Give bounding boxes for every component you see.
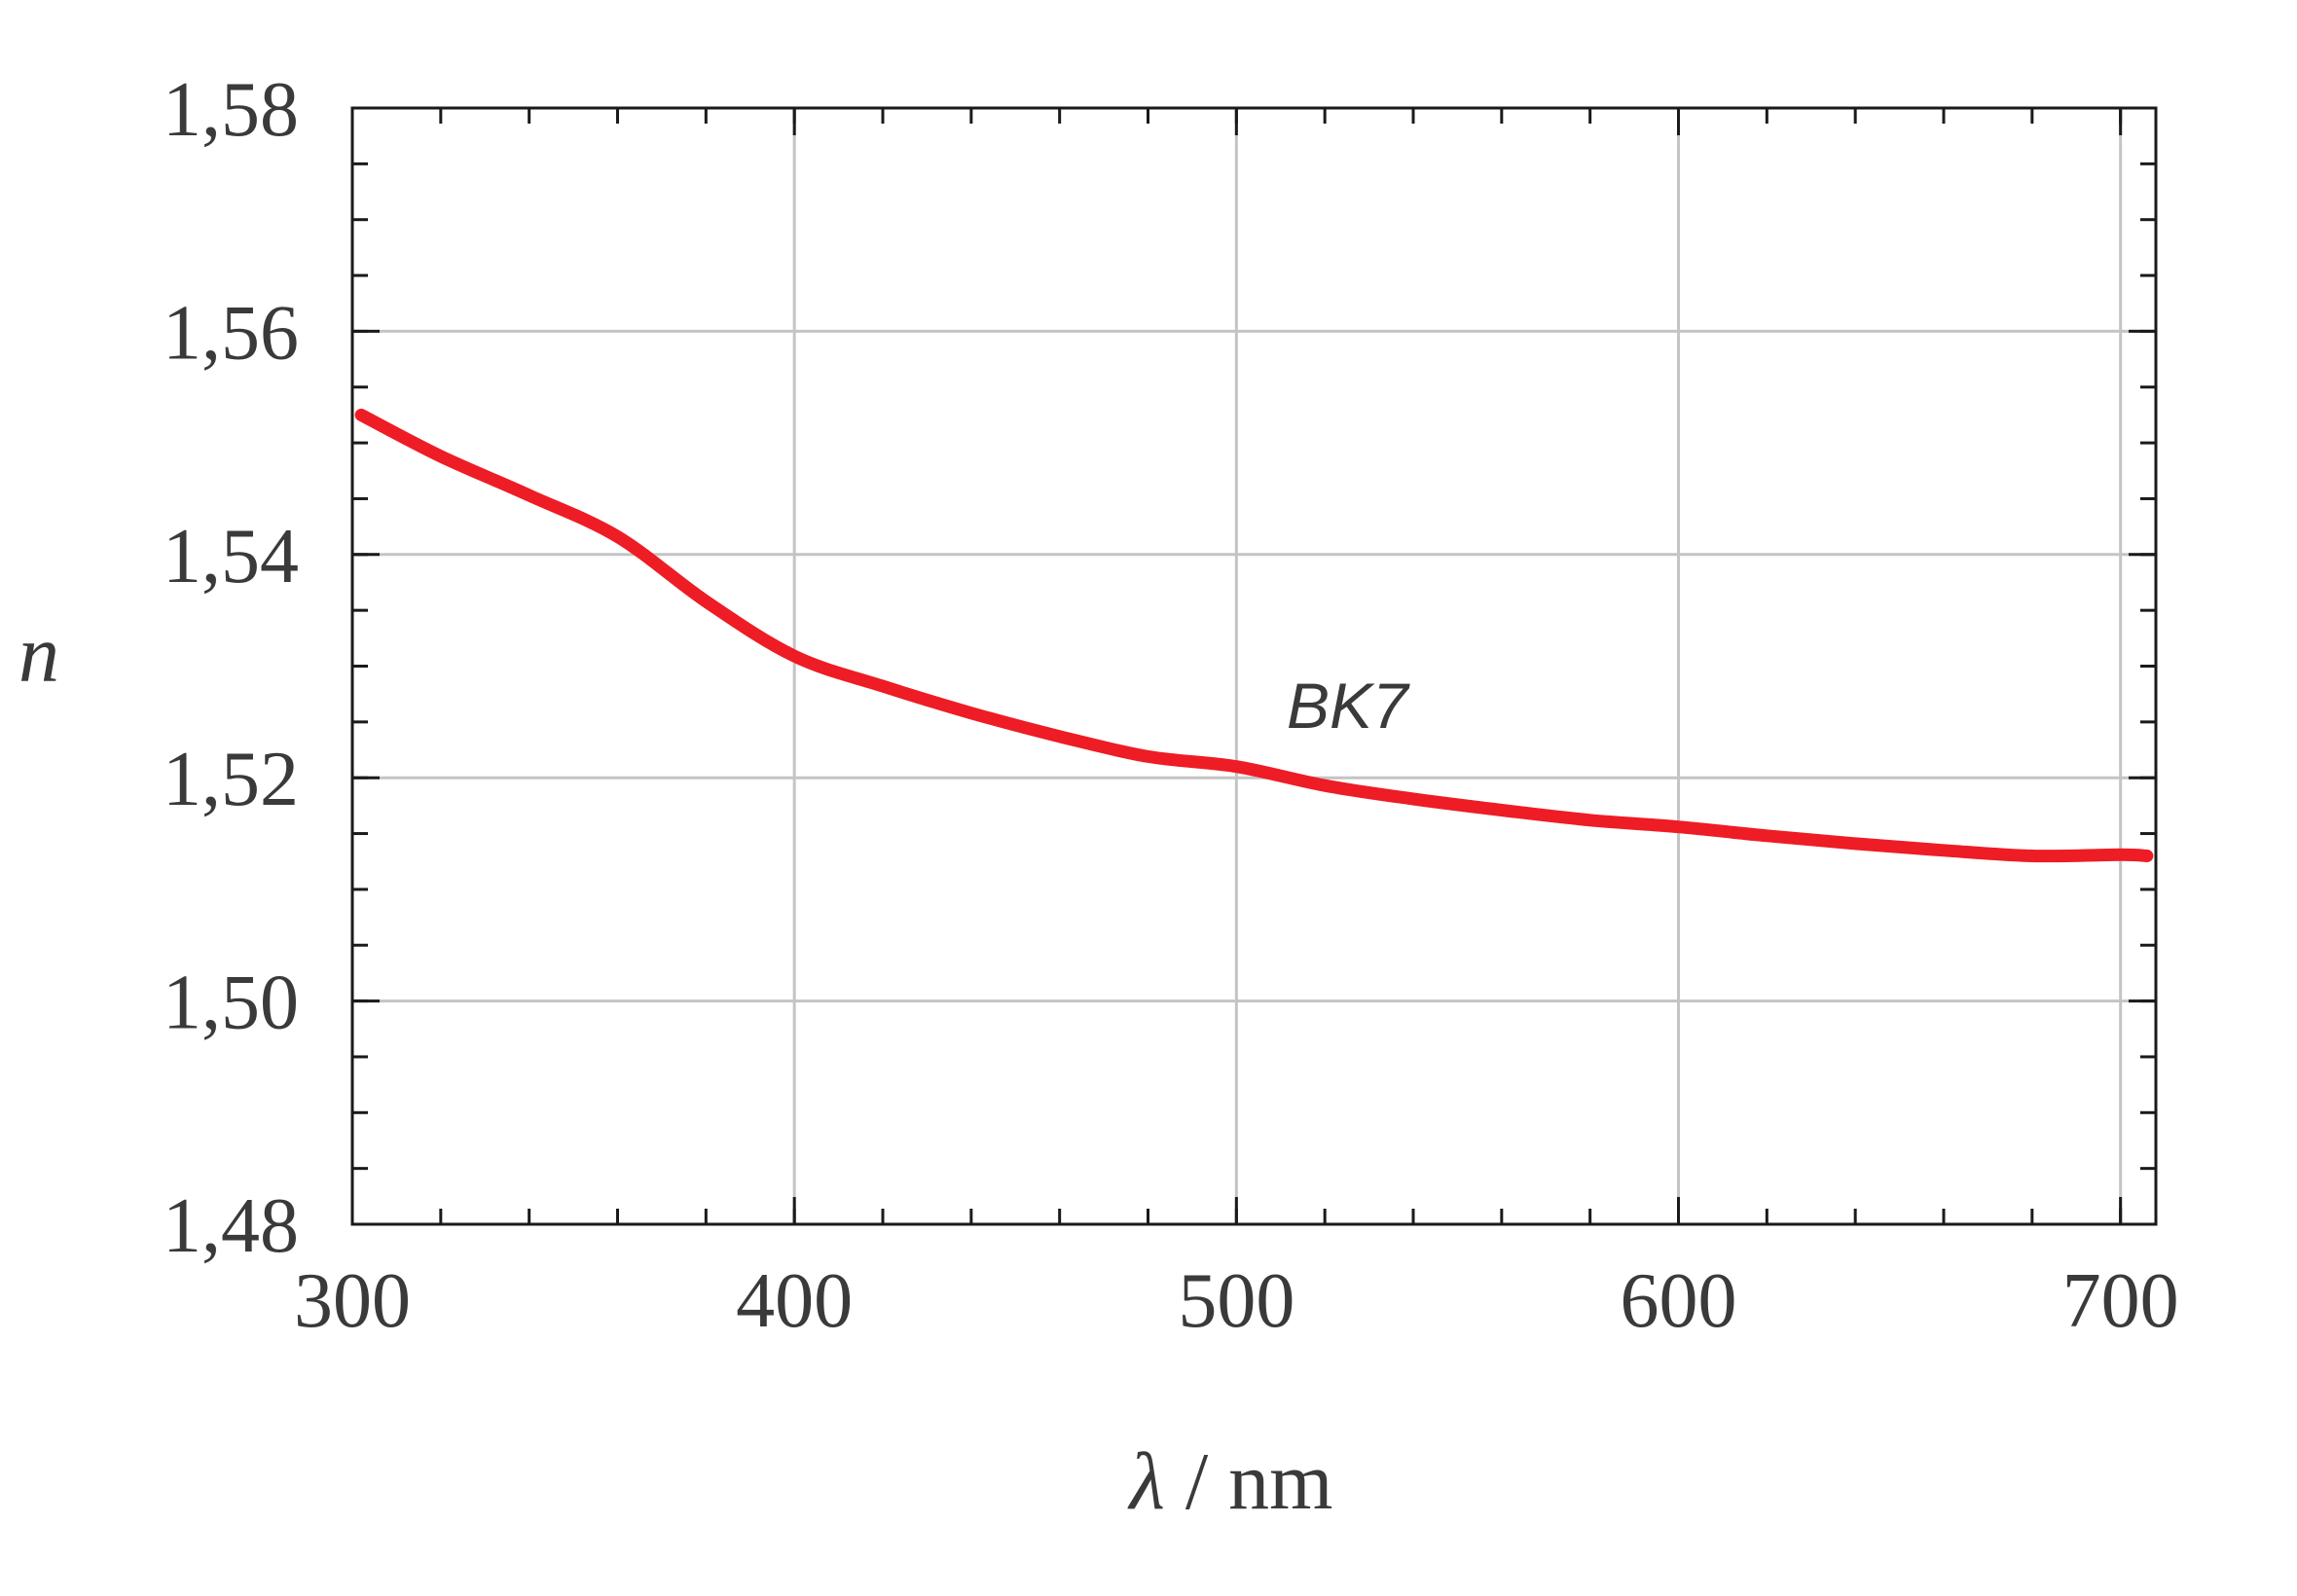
y-tick-label: 1,48 xyxy=(163,1183,299,1269)
x-axis-title-unit: / nm xyxy=(1165,1436,1333,1527)
x-tick-label: 400 xyxy=(736,1258,853,1344)
x-axis-title-symbol: λ xyxy=(1126,1436,1164,1527)
x-tick-label: 300 xyxy=(294,1258,411,1344)
series-label-bk7: BK7 xyxy=(1287,670,1410,742)
plot-frame xyxy=(350,106,2158,1226)
minor-ticks xyxy=(350,106,2156,1226)
x-axis-title: λ / nm xyxy=(1126,1436,1332,1527)
x-axis-ticks: 300 400 500 600 700 xyxy=(294,108,2179,1344)
series-layer xyxy=(354,408,2154,863)
y-tick-label: 1,50 xyxy=(163,961,299,1046)
x-tick-label: 500 xyxy=(1178,1258,1294,1344)
y-tick-label: 1,52 xyxy=(163,737,299,822)
x-tick-label: 700 xyxy=(2062,1258,2179,1344)
y-tick-label: 1,56 xyxy=(163,290,299,376)
y-axis-ticks: 1,48 1,50 1,52 1,54 1,56 1,58 xyxy=(163,67,2156,1269)
y-axis-title: n xyxy=(18,609,59,700)
y-tick-label: 1,54 xyxy=(163,514,299,599)
series-line-bk7 xyxy=(354,408,2154,863)
grid-lines xyxy=(352,108,2156,1224)
x-tick-label: 600 xyxy=(1621,1258,1737,1344)
y-tick-label: 1,58 xyxy=(163,67,299,153)
